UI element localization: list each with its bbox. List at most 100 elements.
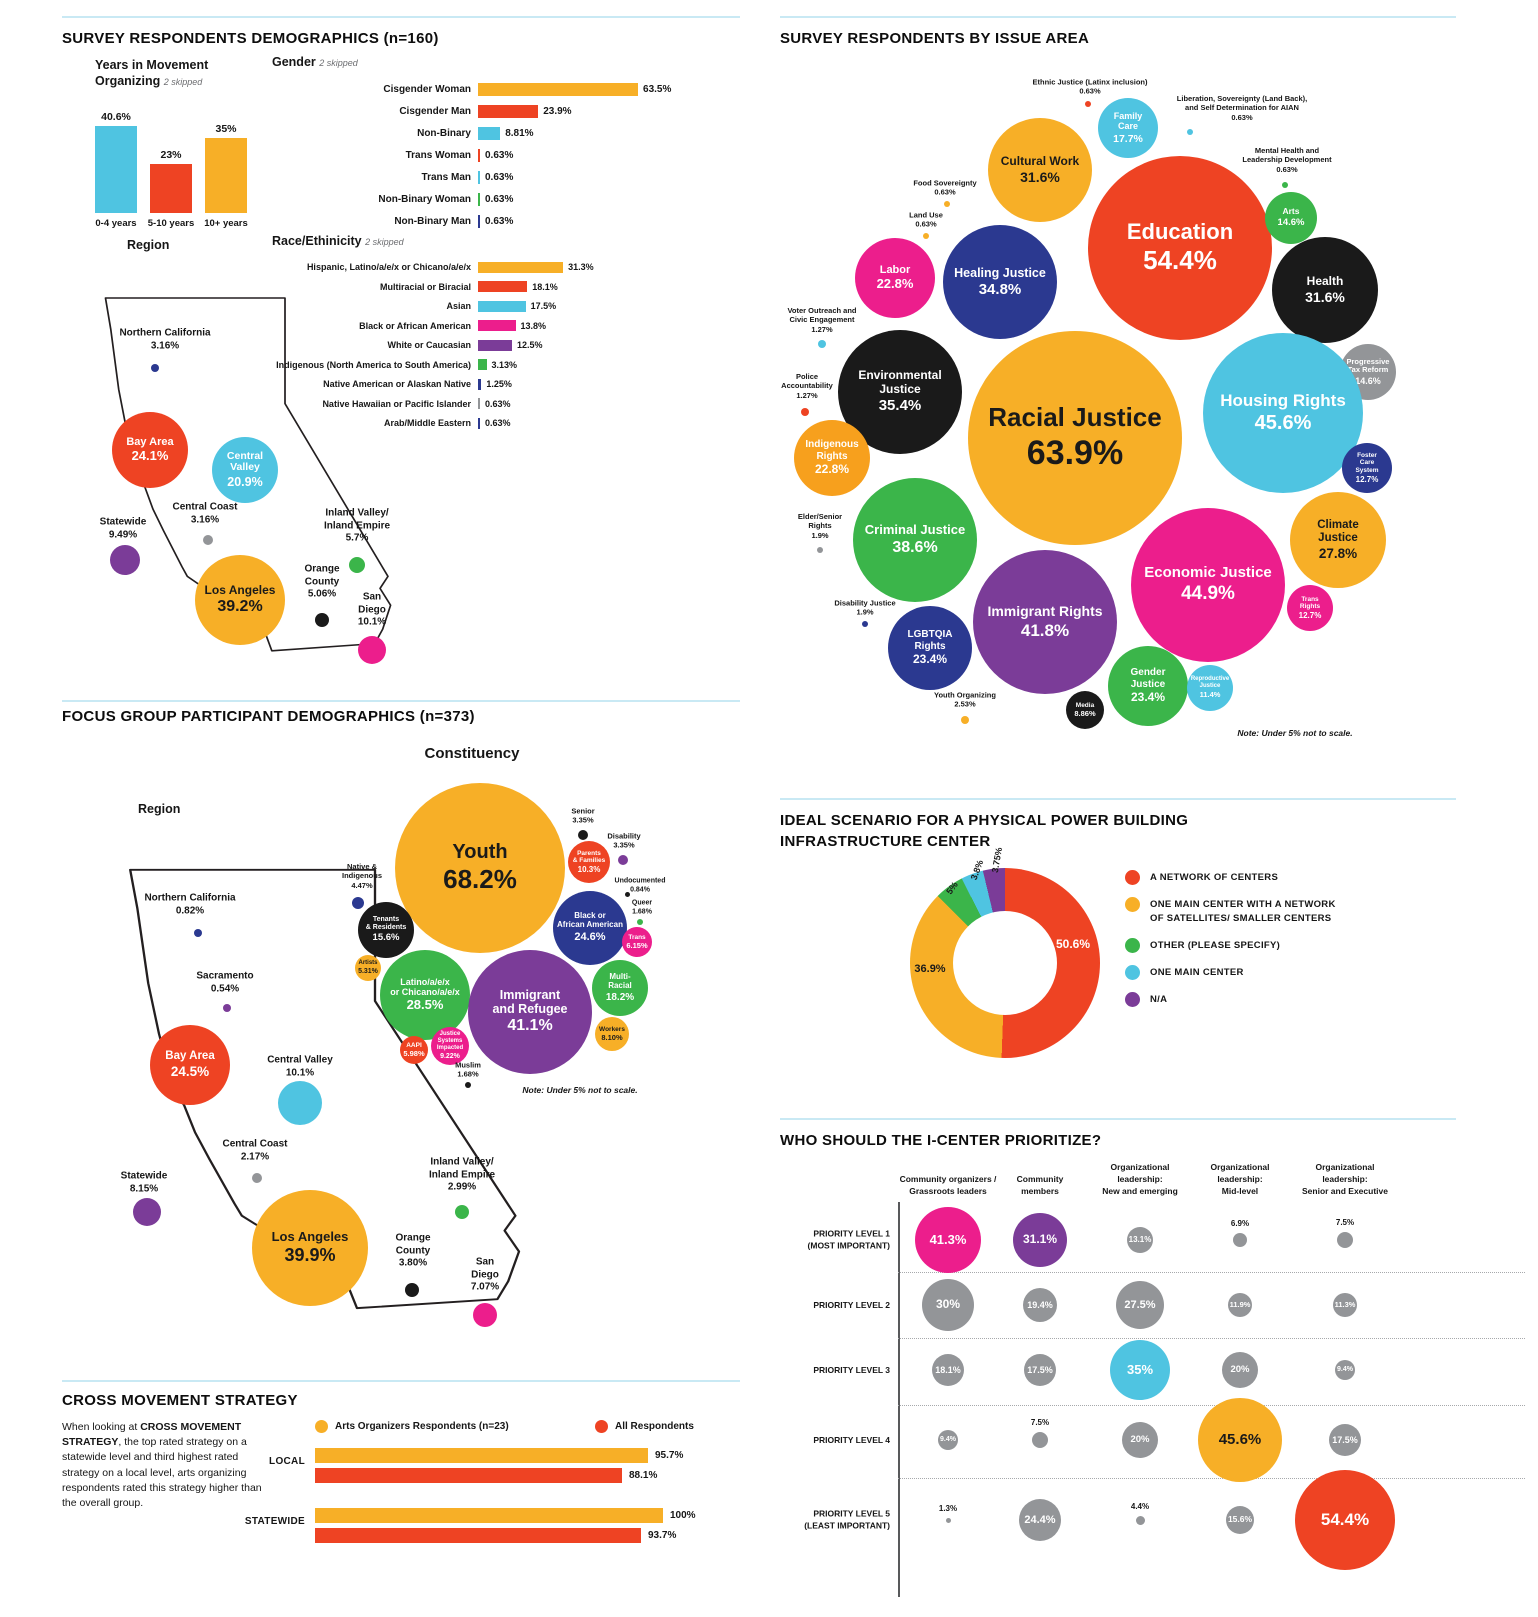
white-or-caucasian-row: White or Caucasian 12.5% xyxy=(272,336,594,356)
cell-row2-col4-bubble: 11.9% xyxy=(1228,1293,1252,1317)
5-10-years-value: 23% xyxy=(160,149,182,162)
senior-bubble xyxy=(578,830,588,840)
family-care-bubble-value: 17.7% xyxy=(1113,132,1143,145)
other-please-specify-legend-dot xyxy=(1125,937,1140,953)
cell-row3-col1-bubble: 18.1% xyxy=(932,1354,964,1386)
sacramento-label-value: 0.54% xyxy=(210,983,240,994)
multi-racial-bubble-label: Multi- Racial xyxy=(608,971,632,990)
gender-chart: Gender 2 skipped Cisgender Woman 63.5% Cis… xyxy=(272,55,671,233)
cell-row4-col4-value: 45.6% xyxy=(1218,1431,1262,1449)
multiracial-or-biracial-row: Multiracial or Biracial 18.1% xyxy=(272,277,594,297)
central-coast-label: Central Coast 3.16% xyxy=(172,502,237,527)
orange-county-label-text: Orange County xyxy=(395,1232,431,1256)
col-header-organizational-leadership-mid-level: Organizational leadership: Mid-level xyxy=(1210,1162,1270,1197)
liberation-sovereignty-land-back-and-self-determination-for-aian-label: Liberation, Sovereignty (Land Back), and… xyxy=(1177,94,1307,122)
arab-middle-eastern-row: Arab/Middle Eastern 0.63% xyxy=(272,414,594,434)
gender-justice-bubble-label: Gender Justice xyxy=(1130,667,1166,690)
native-hawaiian-or-pacific-islander-value: 0.63% xyxy=(485,398,511,409)
workers-bubble-value: 8.10% xyxy=(601,1032,623,1042)
col-header-organizational-leadership-senior-and-executive: Organizational leadership: Senior and Ex… xyxy=(1302,1162,1388,1197)
housing-rights-bubble-label: Housing Rights xyxy=(1220,391,1346,411)
statewide-label: Statewide 9.49% xyxy=(100,517,147,542)
cell-row5-col3-value: 4.4% xyxy=(1130,1501,1150,1511)
muslim-bubble xyxy=(465,1082,471,1088)
disability-justice-label: Disability Justice 1.9% xyxy=(834,599,895,618)
healing-justice-bubble-label: Healing Justice xyxy=(954,265,1046,280)
icenter-prioritize-section: WHO SHOULD THE I-CENTER PRIORITIZE? Comm… xyxy=(780,1118,1538,1617)
row-separator xyxy=(898,1338,1525,1339)
justice-systems-impacted-bubble-value: 9.22% xyxy=(440,1052,460,1060)
region-map-focus: Region Northern California 0.82% Sacrament… xyxy=(100,795,570,1343)
climate-justice-bubble-label: Climate Justice xyxy=(1317,518,1359,544)
cell-row2-col2-value: 19.4% xyxy=(1027,1299,1053,1310)
senior-label-text: Senior xyxy=(571,806,595,816)
cisgender-woman-row: Cisgender Woman 63.5% xyxy=(272,79,671,101)
cell-row5-col2-value: 24.4% xyxy=(1024,1513,1056,1526)
food-sovereignty-label-value: 0.63% xyxy=(934,188,956,197)
trans-woman-value: 0.63% xyxy=(485,150,514,162)
divider-rule xyxy=(62,1380,740,1382)
50-6-donut-label: 50.6% xyxy=(1055,937,1091,951)
statewide-arts-organizers-respondents-n-23-bar xyxy=(315,1508,663,1523)
cell-row3-col4-value: 20% xyxy=(1230,1363,1250,1375)
10-years-value: 35% xyxy=(215,123,237,136)
region1-title: Region xyxy=(127,238,170,252)
gender-chart-title: Gender 2 skipped xyxy=(272,55,671,71)
ethnic-justice-latinx-inclusion-label-value: 0.63% xyxy=(1079,87,1101,96)
black-or-african-american-row: Black or African American 13.8% xyxy=(272,316,594,336)
0-4-years-label: 0-4 years xyxy=(95,218,137,230)
native-indigenous-bubble xyxy=(352,897,364,909)
land-use-label-value: 0.63% xyxy=(915,220,937,229)
los-angeles-bubble-value: 39.9% xyxy=(284,1245,336,1266)
northern-california-label: Northern California 3.16% xyxy=(119,328,210,353)
cell-row5-col4-bubble: 15.6% xyxy=(1226,1506,1254,1534)
economic-justice-bubble: Economic Justice 44.9% xyxy=(1131,508,1285,662)
non-binary-woman-value: 0.63% xyxy=(485,194,514,206)
n-a-legend-item: N/A xyxy=(1125,991,1336,1007)
hispanic-latino-a-e-x-or-chicano-a-e-x-label: Hispanic, Latino/a/e/x or Chicano/a/e/x xyxy=(306,262,471,273)
arts-organizers-respondents-n-23-legend-label: Arts Organizers Respondents (n=23) xyxy=(335,1421,509,1432)
a-network-of-centers-legend-item: A NETWORK OF CENTERS xyxy=(1125,870,1336,885)
race-ethnicity-chart: Race/Ethinicity 2 skipped Hispanic, Lati… xyxy=(272,234,594,433)
lgbtqia-rights-bubble: LGBTQIA Rights 23.4% xyxy=(888,606,972,690)
cell-row4-col1-bubble: 9.4% xyxy=(938,1430,958,1450)
los-angeles-bubble: Los Angeles 39.9% xyxy=(252,1190,368,1306)
cell-row4-col2-bubble xyxy=(1032,1432,1048,1448)
local-group-label: LOCAL xyxy=(269,1456,305,1467)
row-label-priority-level-2: PRIORITY LEVEL 2 xyxy=(813,1299,890,1310)
race-title: Race/Ethinicity xyxy=(272,234,362,248)
hispanic-latino-a-e-x-or-chicano-a-e-x-bar xyxy=(478,261,564,273)
northern-california-label: Northern California 0.82% xyxy=(144,893,235,918)
one-main-center-with-a-network-of-satellites-smaller-centers-legend-label: ONE MAIN CENTER WITH A NETWORK OF SATELL… xyxy=(1150,899,1336,924)
racial-justice-bubble: Racial Justice 63.9% xyxy=(968,331,1182,545)
donut-hole xyxy=(953,911,1057,1015)
labor-bubble: Labor 22.8% xyxy=(855,238,935,318)
central-valley-bubble-value: 20.9% xyxy=(227,475,263,490)
cell-row5-col1-value: 1.3% xyxy=(938,1503,958,1513)
multi-racial-bubble-value: 18.2% xyxy=(605,991,635,1003)
cell-row4-col2-value: 7.5% xyxy=(1030,1418,1050,1427)
col-header-community-members: Community members xyxy=(1016,1174,1064,1197)
cell-row5-col5-bubble: 54.4% xyxy=(1295,1470,1395,1570)
elder-senior-rights-label: Elder/Senior Rights 1.9% xyxy=(798,512,842,540)
cell-row2-col3-value: 27.5% xyxy=(1124,1298,1156,1311)
statewide-all-respondents-bar xyxy=(315,1528,641,1543)
reproductive-justice-bubble-value: 11.4% xyxy=(1199,689,1221,699)
non-binary-row: Non-Binary 8.81% xyxy=(272,123,671,145)
cell-row2-col4-value: 11.9% xyxy=(1229,1299,1251,1309)
cell-row1-col4-value: 6.9% xyxy=(1230,1219,1250,1228)
aapi-bubble-label: AAPI xyxy=(406,1041,422,1049)
artists-bubble: Artists 5.31% xyxy=(355,955,381,981)
central-valley-label-text: Central Valley xyxy=(267,1054,333,1066)
indigenous-north-america-to-south-america-row: Indigenous (North America to South Ameri… xyxy=(272,355,594,375)
northern-california-bubble xyxy=(151,364,159,372)
black-or-african-american-value: 13.8% xyxy=(520,320,547,331)
northern-california-label-text: Northern California xyxy=(144,892,236,904)
cell-row1-col5-value: 7.5% xyxy=(1335,1218,1355,1227)
orange-county-label: Orange County 5.06% xyxy=(304,563,339,601)
asian-value: 17.5% xyxy=(530,301,557,312)
cell-row2-col5-bubble: 11.3% xyxy=(1333,1293,1357,1317)
orange-county-label-text: Orange County xyxy=(304,563,340,587)
cultural-work-bubble-value: 31.6% xyxy=(1020,169,1060,186)
section-title-ideal-scenario: IDEAL SCENARIO FOR A PHYSICAL POWER BUIL… xyxy=(780,810,1188,852)
